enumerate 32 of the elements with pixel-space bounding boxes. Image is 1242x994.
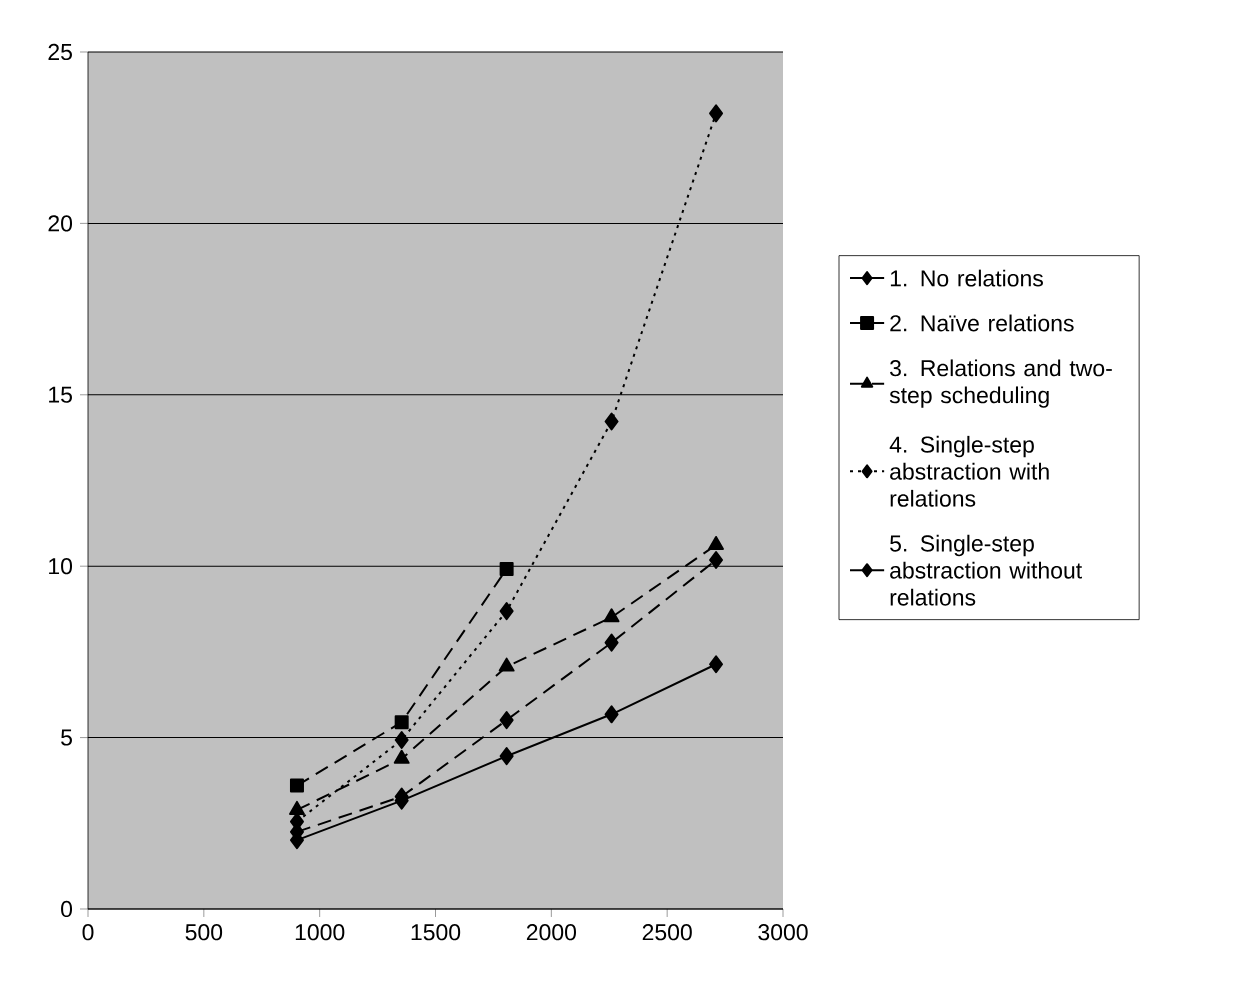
point: [394, 715, 409, 730]
point: [499, 561, 514, 576]
x-tick-label: 500: [185, 924, 223, 941]
point: [709, 104, 724, 123]
point: [709, 551, 724, 570]
x-tick-label: 2000: [526, 924, 577, 941]
legend-label: 3. Relations and two-step scheduling: [889, 359, 1112, 408]
point: [604, 633, 619, 652]
y-tick-label: 5: [61, 729, 72, 746]
point: [604, 705, 619, 724]
y-tick-label: 10: [49, 558, 73, 575]
legend-label: 5. Single-step abstraction without relations: [890, 534, 1082, 606]
point: [604, 412, 619, 431]
legend-label: 2. Naïve relations: [890, 314, 1074, 332]
x-tick-label: 1000: [295, 924, 345, 941]
y-tick-label: 0: [61, 900, 73, 918]
x-tick-label: 0: [82, 924, 94, 941]
point: [709, 655, 724, 674]
point: [499, 602, 514, 621]
y-tick-label: 25: [48, 43, 72, 61]
x-tick-label: 1500: [411, 924, 461, 941]
x-tick-label: 2500: [642, 924, 692, 941]
point: [289, 778, 304, 793]
legend-label: 1. No relations: [890, 269, 1043, 287]
point: [603, 608, 620, 623]
point: [499, 711, 514, 730]
x-tick-label: 3000: [758, 924, 808, 941]
y-tick-label: 15: [49, 386, 72, 403]
legend-label: 4. Single-step abstraction with relations: [889, 435, 1049, 507]
point: [499, 747, 514, 766]
point: [394, 730, 409, 749]
y-tick-label: 20: [48, 215, 73, 232]
